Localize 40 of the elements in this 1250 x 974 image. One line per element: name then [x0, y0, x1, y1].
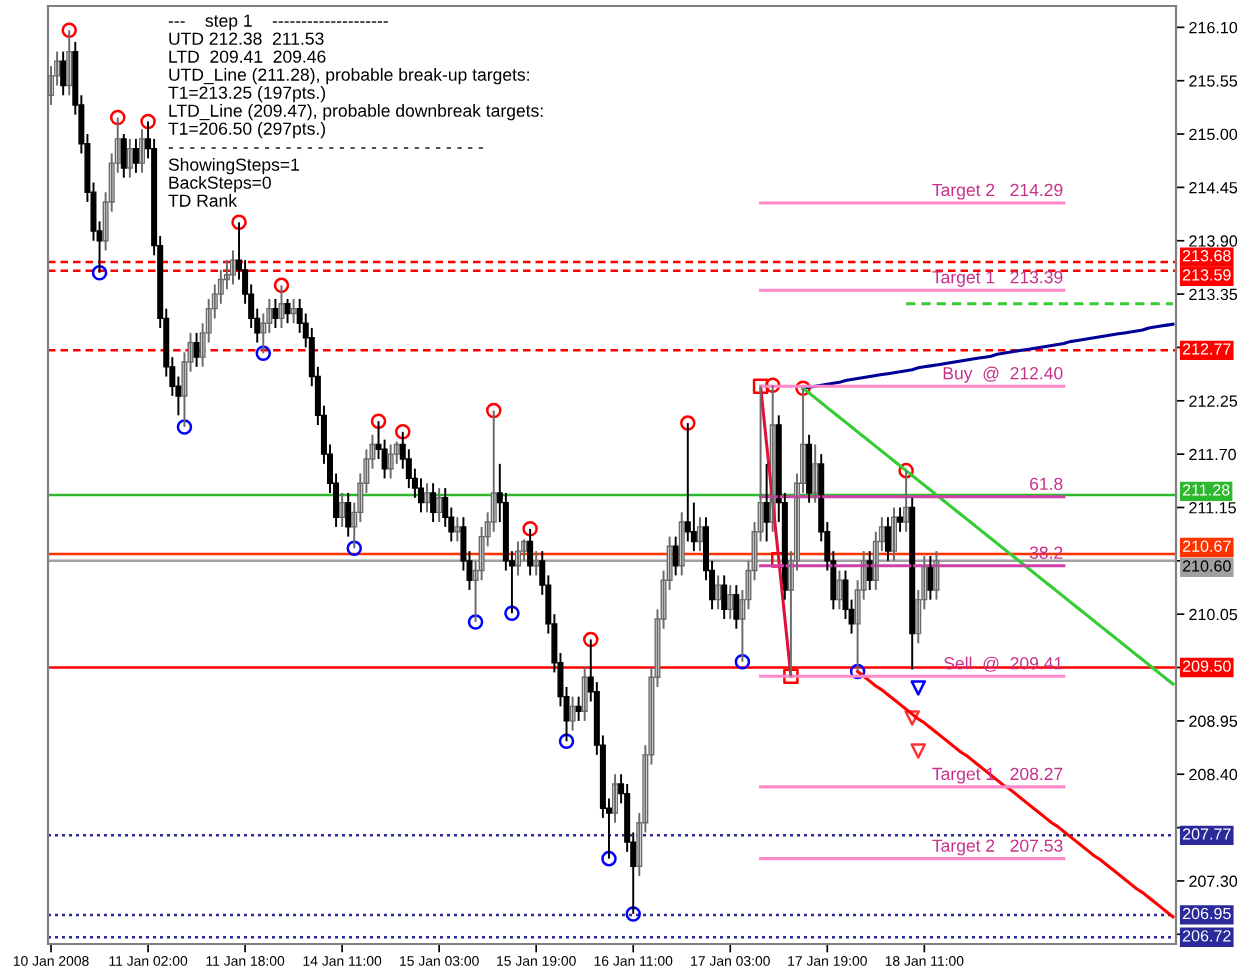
annotation: 61.8 — [1030, 477, 1063, 491]
annotation: T1=206.50 (297pts.) — [168, 122, 325, 139]
ref-line-label: 206.72 — [1182, 930, 1231, 942]
y-tick-label: 214.45 — [1189, 181, 1238, 194]
y-tick-label: 210.05 — [1189, 608, 1238, 621]
annotation: Target 2 214.29 — [932, 183, 1063, 200]
annotation: BackSteps=0 — [169, 176, 271, 193]
y-tick-label: 212.25 — [1189, 395, 1238, 407]
y-tick-label: 207.30 — [1189, 875, 1238, 887]
y-tick-label: 213.35 — [1189, 288, 1238, 301]
ref-line-label: 209.50 — [1182, 660, 1231, 672]
annotation: UTD 212.38 211.53 — [169, 32, 324, 45]
y-tick-label: 213.90 — [1189, 235, 1238, 247]
ref-line-label: 210.60 — [1182, 560, 1231, 572]
annotation: LTD_Line (209.47), probable downbreak targets: — [169, 104, 543, 121]
y-tick-label: 211.15 — [1189, 502, 1236, 514]
y-tick-label: 215.00 — [1189, 128, 1238, 141]
annotation: ShowingSteps=1 — [168, 158, 299, 175]
annotation: Target 1 213.39 — [932, 271, 1063, 287]
ref-line-label: 207.77 — [1182, 828, 1231, 840]
y-tick-label: 211.70 — [1189, 448, 1236, 461]
y-tick-label: 208.40 — [1189, 768, 1238, 781]
annotation: Buy @ 212.40 — [943, 366, 1063, 383]
y-tick-label: 216.10 — [1189, 21, 1238, 34]
annotation: TD Rank — [168, 194, 238, 207]
annotation: UTD_Line (211.28), probable break-up targets: — [169, 68, 529, 85]
annotation: LTD 209.41 209.46 — [169, 50, 326, 63]
annotation: - - - - - - - - - - - - - - - - - - - - - - - - - - - - - - — [168, 147, 484, 149]
ref-line-label: 213.68 — [1182, 250, 1231, 262]
annotation: Target 2 207.53 — [932, 839, 1063, 856]
ref-line-label: 206.95 — [1182, 907, 1231, 920]
annotation: Target 1 208.27 — [932, 767, 1063, 784]
ref-line-label: 212.77 — [1182, 343, 1231, 355]
y-tick-label: 208.95 — [1189, 715, 1238, 727]
annotation: --- step 1 -------------------- — [168, 14, 388, 31]
ref-line-label: 210.67 — [1182, 540, 1231, 552]
ref-line-label: 213.59 — [1182, 269, 1231, 281]
y-tick-label: 215.55 — [1189, 75, 1238, 87]
ref-line-label: 211.28 — [1182, 484, 1230, 496]
annotation: T1=213.25 (197pts.) — [168, 86, 325, 103]
